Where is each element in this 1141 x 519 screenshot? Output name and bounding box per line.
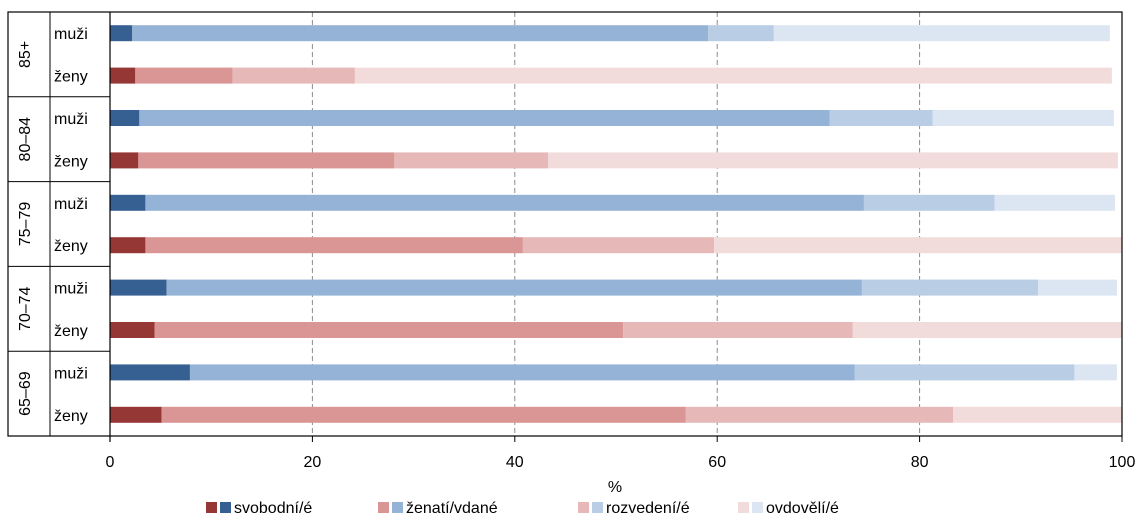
legend-label: rozvedení/é [606,500,690,517]
legend-swatch-women [578,502,589,513]
bar-segment-0-f-3 [354,67,1112,84]
bar-segment-1-m-0 [110,110,140,126]
group-label: 80–84 [17,117,34,162]
bar-segment-1-f-2 [394,152,549,169]
x-tick-label: 0 [106,454,115,471]
ticks-layer: 0 20 40 60 80 100 [106,436,1136,471]
x-axis-label: % [608,479,622,496]
bar-segment-1-m-3 [932,110,1114,126]
labels-layer: muži ženy muži ženy muži ženy muži ženy muži ženy… [17,26,88,425]
row-label: ženy [54,238,88,255]
legend-swatch-men [592,502,603,513]
bar-segment-2-m-2 [863,194,995,211]
bar-segment-4-f-1 [161,406,686,423]
legend-label: ovdovělí/é [766,500,839,517]
bar-segment-2-f-2 [522,237,715,254]
legend-swatch-men [220,502,231,513]
row-label: ženy [54,69,88,86]
plot-frame [7,11,1123,437]
bar-segment-3-m-1 [166,279,862,296]
legend-swatch-women [378,502,389,513]
legend-swatch-men [752,502,763,513]
bar-segment-0-f-1 [135,67,233,84]
bar-segment-3-f-3 [852,322,1122,338]
row-label: muži [54,196,88,213]
bar-segment-4-m-0 [110,364,190,381]
bar-segment-2-f-0 [110,237,146,254]
bar-segment-2-m-1 [145,194,864,211]
legend-swatch-women [206,502,217,513]
bar-segment-4-f-3 [952,406,1122,423]
bar-segment-1-m-1 [139,110,830,126]
row-label: muži [54,26,88,43]
bar-segment-1-f-3 [548,152,1118,169]
legend-label: ženatí/vdané [406,500,498,517]
row-label: muži [54,111,88,128]
bar-segment-3-m-0 [110,279,167,296]
row-label: muži [54,365,88,382]
bar-segment-1-f-0 [110,152,139,169]
group-label: 75–79 [17,202,34,247]
x-tick-label: 20 [304,454,322,471]
bar-segment-0-f-0 [110,67,136,84]
bar-segment-4-m-3 [1074,364,1117,381]
bar-segment-4-m-2 [854,364,1075,381]
x-tick-label: 80 [911,454,929,471]
frame-layer [7,11,1123,442]
bar-segment-1-m-2 [829,110,933,126]
bars-layer [110,25,1122,423]
bar-segment-3-m-2 [861,279,1039,296]
row-label: ženy [54,153,88,170]
row-label: muži [54,281,88,298]
bar-segment-4-f-0 [110,406,162,423]
bar-segment-4-m-1 [189,364,855,381]
group-label: 85+ [17,41,34,68]
bar-segment-2-m-3 [994,194,1115,211]
bar-segment-0-m-2 [708,25,774,42]
bar-segment-2-f-3 [714,237,1122,254]
bar-segment-1-f-1 [138,152,395,169]
legend-swatch-men [392,502,403,513]
x-tick-label: 40 [506,454,524,471]
bar-segment-0-f-2 [232,67,355,84]
x-tick-label: 100 [1109,454,1136,471]
bar-segment-3-f-1 [154,322,624,338]
bar-segment-3-f-0 [110,322,155,338]
bar-segment-0-m-3 [773,25,1110,42]
bar-segment-0-m-0 [110,25,133,42]
row-label: ženy [54,408,88,425]
bar-segment-3-f-2 [623,322,853,338]
bar-segment-4-f-2 [685,406,953,423]
group-label: 65–69 [17,371,34,416]
x-tick-label: 60 [708,454,726,471]
legend-label: svobodní/é [234,500,312,517]
bar-segment-2-f-1 [145,237,523,254]
legend: svobodní/é ženatí/vdané rozvedení/é ovdověl… [206,500,839,517]
bar-segment-0-m-1 [132,25,709,42]
bar-segment-3-m-3 [1038,279,1117,296]
row-label: ženy [54,323,88,340]
group-label: 70–74 [17,286,34,331]
legend-swatch-women [738,502,749,513]
bar-segment-2-m-0 [110,194,146,211]
